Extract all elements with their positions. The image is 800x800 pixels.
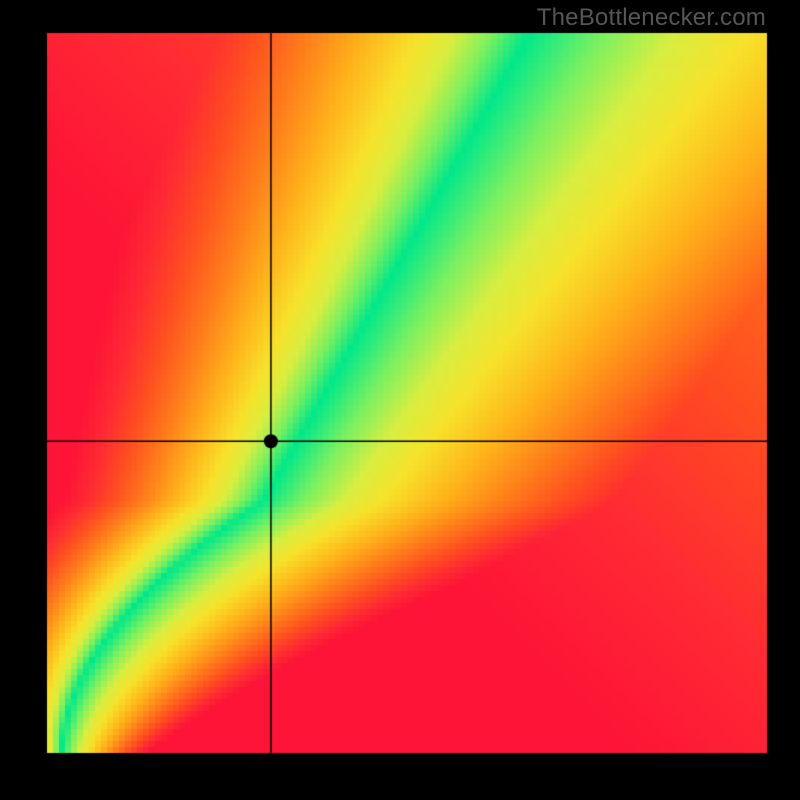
heatmap-canvas (0, 0, 800, 800)
watermark-text: TheBottlenecker.com (537, 4, 766, 32)
chart-container: TheBottlenecker.com (0, 0, 800, 800)
